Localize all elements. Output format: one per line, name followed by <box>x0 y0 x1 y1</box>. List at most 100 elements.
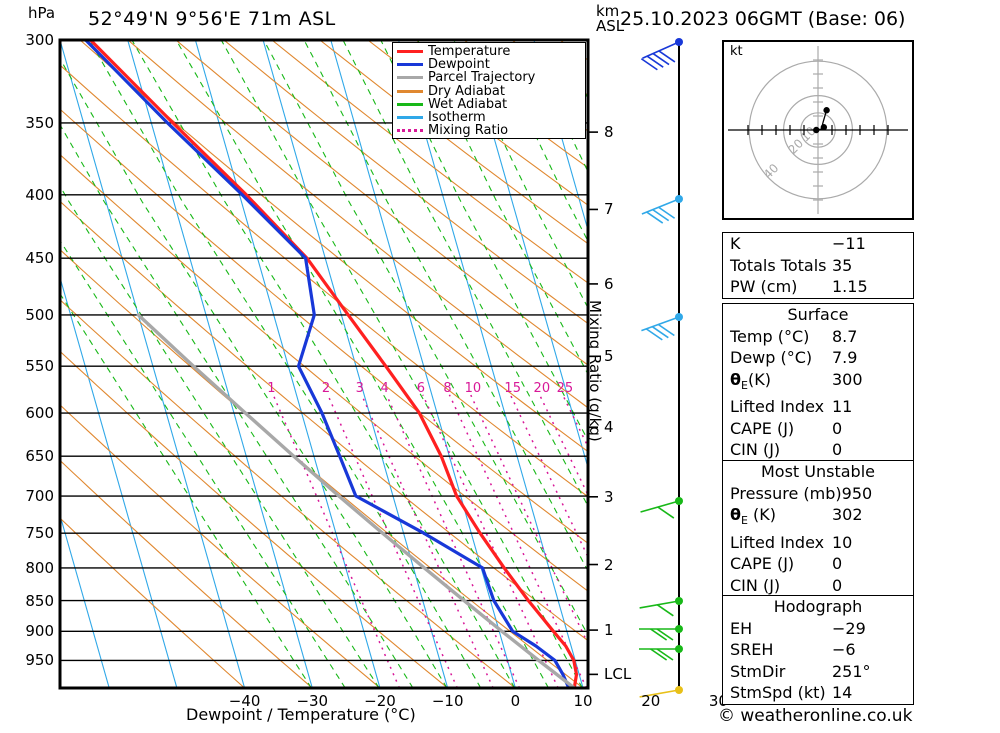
legend-swatch <box>397 76 423 80</box>
table-row: Lifted Index 10 <box>723 532 913 554</box>
legend-item: Dry Adiabat <box>397 85 581 98</box>
km-tick-label: 3 <box>604 487 614 506</box>
x-tick-label: 10 <box>573 692 593 710</box>
row-label: CIN (J) <box>730 575 781 595</box>
row-label: CAPE (J) <box>730 418 795 438</box>
mixing-ratio-label: 20 <box>533 380 551 396</box>
row-value: −29 <box>832 618 866 638</box>
pressure-tick-label: 850 <box>25 591 54 610</box>
mixing-ratio-label: 8 <box>443 380 452 396</box>
row-value: 251° <box>832 661 871 681</box>
table-row: Dewp (°C) 7.9 <box>723 347 913 369</box>
row-value: 1.15 <box>832 277 868 296</box>
table-row: Pressure (mb) 950 <box>723 483 913 505</box>
legend-item: Mixing Ratio <box>397 124 581 137</box>
row-value: 302 <box>832 505 863 524</box>
row-label: Dewp (°C) <box>730 348 813 367</box>
pressure-tick-label: 600 <box>25 404 54 423</box>
hodograph-panel: kt 10 20 40 <box>722 40 914 220</box>
legend: Temperature Dewpoint Parcel Trajectory Dry … <box>392 42 586 139</box>
row-label: CAPE (J) <box>730 554 795 574</box>
row-value: 14 <box>832 683 853 702</box>
table-row: CIN (J) 0 <box>723 575 913 597</box>
legend-swatch <box>397 89 423 93</box>
hodograph-stats-table: Hodograph EH −29 SREH −6 StmDir 251° StmSpd (kt… <box>722 595 914 705</box>
km-tick-label: 6 <box>604 274 614 293</box>
row-value: 0 <box>832 418 843 438</box>
row-label: EH <box>730 618 753 638</box>
row-value: 300 <box>832 369 863 389</box>
mixing-ratio-label: 3 <box>355 380 364 396</box>
row-value: 35 <box>832 255 853 275</box>
row-value: 8.7 <box>832 326 858 346</box>
legend-item: Temperature <box>397 45 581 58</box>
legend-swatch <box>397 102 423 106</box>
legend-swatch <box>397 63 423 67</box>
stability-indices-table: K −11 Totals Totals 35 PW (cm) 1.15 <box>722 232 914 299</box>
legend-label: Wet Adiabat <box>428 96 508 112</box>
table-heading: Hodograph <box>773 597 863 616</box>
legend-label: Dewpoint <box>428 57 490 73</box>
table-heading: Most Unstable <box>761 462 875 481</box>
row-label: Lifted Index <box>730 532 825 552</box>
x-tick-label: 0 <box>510 692 521 710</box>
pressure-tick-label: 550 <box>25 357 54 376</box>
legend-swatch <box>397 129 423 133</box>
row-label: K <box>730 234 741 253</box>
legend-item: Wet Adiabat <box>397 98 581 111</box>
x-tick-label: −30 <box>296 692 329 710</box>
pressure-tick-label: 950 <box>25 651 54 670</box>
mixing-ratio-label: 10 <box>464 380 482 396</box>
km-tick-label: 1 <box>604 621 614 640</box>
row-value: 950 <box>841 483 873 503</box>
pressure-tick-label: 300 <box>25 31 54 49</box>
x-tick-label: 20 <box>641 692 661 710</box>
table-row: CAPE (J) 0 <box>723 553 913 575</box>
mixing-ratio-label: 6 <box>416 380 426 396</box>
legend-label: Parcel Trajectory <box>428 70 536 86</box>
row-value: −11 <box>832 234 866 253</box>
x-tick-label: −10 <box>431 692 464 710</box>
row-value: 0 <box>832 575 843 595</box>
row-label: θE (K) <box>730 505 777 528</box>
table-row: K −11 <box>723 233 913 255</box>
lcl-axis-label: LCL <box>604 665 632 684</box>
pressure-tick-label: 350 <box>25 113 54 132</box>
legend-item: Isotherm <box>397 111 581 124</box>
legend-item: Parcel Trajectory <box>397 71 581 84</box>
pressure-tick-label: 650 <box>25 447 54 466</box>
row-value: 7.9 <box>832 348 858 367</box>
table-row: CAPE (J) 0 <box>723 418 913 440</box>
row-value: 0 <box>832 554 843 574</box>
row-label: Pressure (mb) <box>730 483 842 503</box>
pressure-tick-label: 750 <box>25 524 54 543</box>
table-row: StmSpd (kt) 14 <box>723 682 913 704</box>
km-tick-label: 5 <box>604 347 614 366</box>
table-heading: Surface <box>787 305 849 324</box>
mixing-ratio-label: 1 <box>267 380 276 396</box>
table-row: Lifted Index 11 <box>723 396 913 418</box>
km-tick-label: 4 <box>604 418 614 437</box>
legend-label: Mixing Ratio <box>428 123 509 139</box>
pressure-tick-label: 900 <box>25 622 54 641</box>
mixing-ratio-label: 2 <box>321 380 331 396</box>
pressure-tick-label: 400 <box>25 185 54 204</box>
km-tick-label: 8 <box>604 123 614 142</box>
pressure-tick-label: 500 <box>25 305 54 324</box>
copyright-notice: © weatheronline.co.uk <box>718 706 913 726</box>
row-label: SREH <box>730 640 774 659</box>
hodograph-unit-label: kt <box>730 44 743 59</box>
pressure-axis-unit-label: hPa <box>28 4 56 22</box>
table-row: StmDir 251° <box>723 661 913 683</box>
km-tick-label: 7 <box>604 200 614 219</box>
mixing-ratio-axis-title: Mixing Ratio (g/kg) <box>586 300 604 442</box>
pressure-tick-label: 700 <box>25 487 54 506</box>
table-row: θE(K) 300 <box>723 369 913 397</box>
table-row: θE (K) 302 <box>723 504 913 532</box>
mixing-ratio-label: 15 <box>504 380 521 396</box>
height-axis-unit-label: km ASL <box>596 2 625 35</box>
row-value: 0 <box>832 440 843 460</box>
mixing-ratio-label: 25 <box>556 380 574 396</box>
legend-swatch <box>397 50 423 54</box>
